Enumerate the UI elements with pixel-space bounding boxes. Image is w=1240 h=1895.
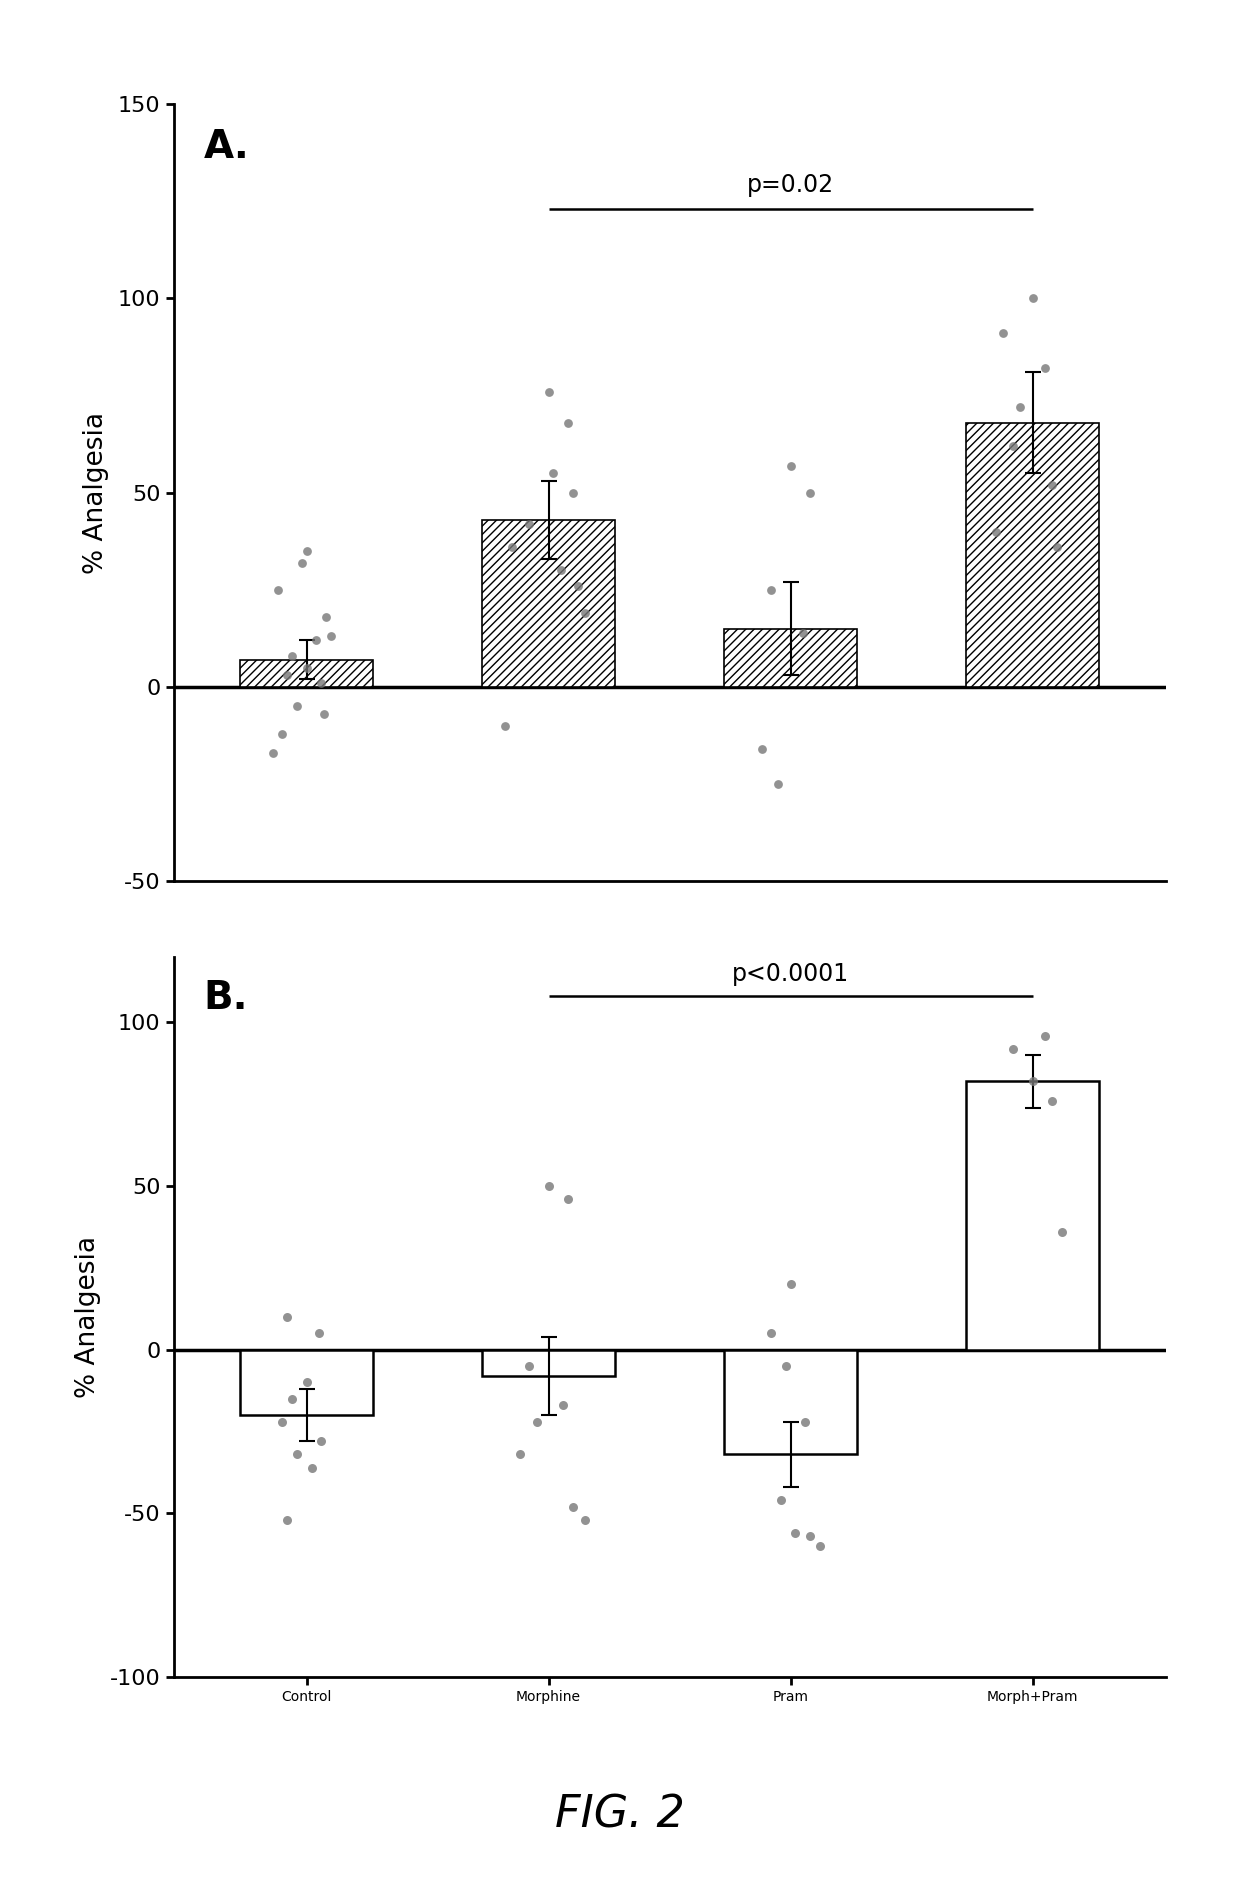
- Point: [1047, 532, 1066, 563]
- Point: [495, 711, 515, 741]
- Point: [263, 737, 283, 767]
- Point: [301, 1452, 321, 1482]
- Point: [792, 618, 812, 648]
- Bar: [482, 1349, 615, 1376]
- Point: [278, 1302, 298, 1332]
- Point: [527, 1406, 547, 1436]
- Point: [558, 1184, 578, 1215]
- Point: [309, 1319, 329, 1349]
- Point: [1034, 1020, 1054, 1050]
- Point: [1003, 430, 1023, 460]
- Point: [283, 641, 303, 671]
- Bar: [724, 1349, 857, 1455]
- Point: [575, 1505, 595, 1535]
- Point: [1042, 470, 1061, 500]
- Point: [810, 1531, 830, 1561]
- Point: [283, 1383, 303, 1414]
- Point: [776, 1351, 796, 1381]
- Point: [268, 574, 288, 605]
- Point: [273, 718, 293, 749]
- Point: [993, 318, 1013, 349]
- Point: [986, 515, 1006, 546]
- Point: [278, 1505, 298, 1535]
- Point: [502, 532, 522, 563]
- Point: [751, 733, 771, 764]
- Point: [1023, 1067, 1043, 1097]
- Point: [795, 1406, 815, 1436]
- Point: [781, 451, 801, 481]
- Bar: [482, 519, 615, 688]
- Point: [278, 659, 298, 690]
- Bar: [241, 1349, 373, 1416]
- Point: [1023, 284, 1043, 315]
- Point: [1003, 1033, 1023, 1063]
- Text: p<0.0001: p<0.0001: [732, 963, 849, 987]
- Point: [311, 667, 331, 697]
- Point: [761, 1319, 781, 1349]
- Point: [800, 1522, 820, 1552]
- Point: [520, 1351, 539, 1381]
- Point: [1042, 1086, 1061, 1116]
- Point: [551, 555, 570, 586]
- Point: [288, 692, 308, 722]
- Bar: [966, 1082, 1099, 1349]
- Point: [306, 625, 326, 656]
- Y-axis label: % Analgesia: % Analgesia: [83, 411, 109, 574]
- Point: [575, 599, 595, 629]
- Text: p=0.02: p=0.02: [746, 174, 835, 197]
- Point: [543, 459, 563, 489]
- Point: [761, 574, 781, 605]
- Point: [538, 377, 558, 407]
- Bar: [966, 423, 1099, 688]
- Point: [558, 407, 578, 438]
- Point: [553, 1391, 573, 1421]
- Text: A.: A.: [203, 127, 249, 165]
- Point: [296, 1368, 316, 1399]
- Point: [769, 769, 789, 800]
- Point: [771, 1486, 791, 1516]
- Point: [273, 1406, 293, 1436]
- Point: [1034, 352, 1054, 383]
- Text: FIG. 2: FIG. 2: [556, 1795, 684, 1836]
- Point: [538, 1171, 558, 1201]
- Point: [563, 1491, 583, 1522]
- Point: [781, 1270, 801, 1300]
- Point: [800, 478, 820, 508]
- Point: [1011, 392, 1030, 423]
- Point: [296, 536, 316, 567]
- Bar: [241, 659, 373, 688]
- Bar: [724, 629, 857, 688]
- Y-axis label: % Analgesia: % Analgesia: [76, 1236, 102, 1399]
- Point: [316, 603, 336, 633]
- Point: [311, 1427, 331, 1457]
- Point: [314, 699, 334, 730]
- Point: [321, 622, 341, 652]
- Point: [296, 652, 316, 682]
- Point: [568, 570, 588, 601]
- Point: [785, 1518, 805, 1548]
- Point: [510, 1440, 529, 1471]
- Point: [288, 1440, 308, 1471]
- Text: B.: B.: [203, 978, 248, 1016]
- Point: [291, 548, 311, 578]
- Point: [563, 478, 583, 508]
- Point: [520, 508, 539, 538]
- Point: [1052, 1217, 1071, 1247]
